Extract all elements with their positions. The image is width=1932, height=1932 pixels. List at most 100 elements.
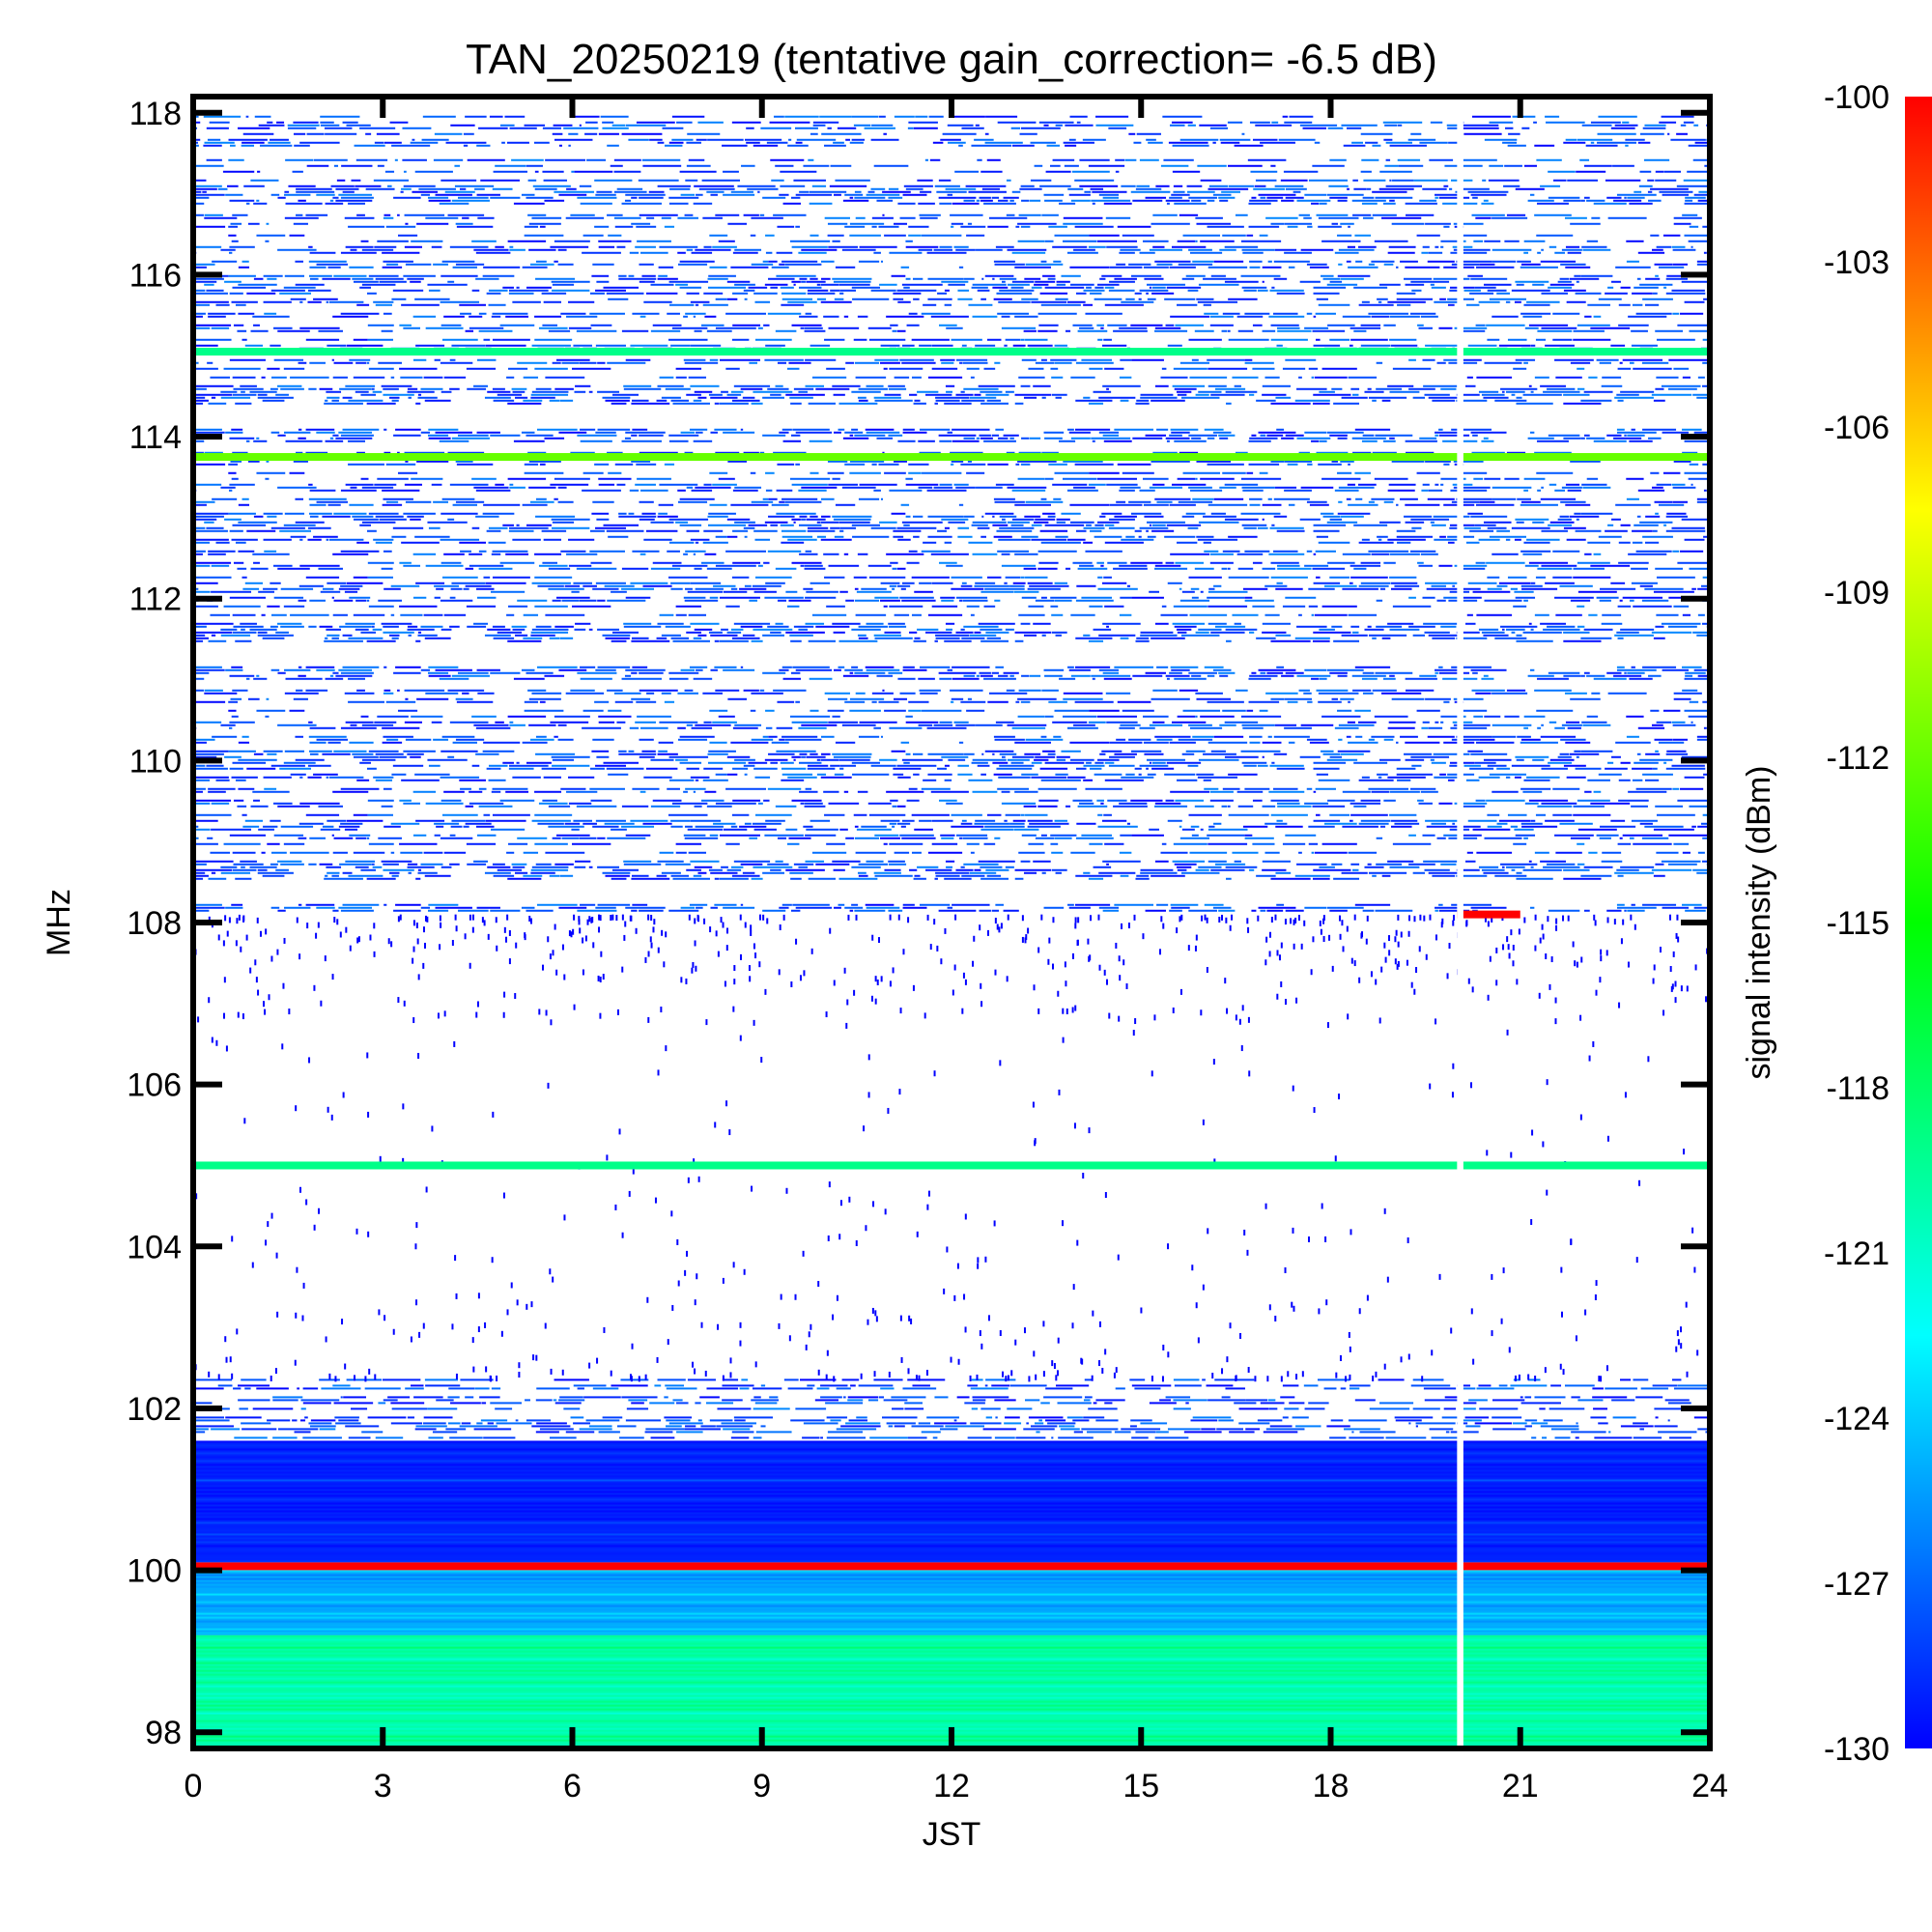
speckle — [1298, 213, 1310, 216]
speckle — [364, 1387, 401, 1390]
speckle — [490, 671, 521, 674]
speckle — [1689, 225, 1699, 228]
speckle — [747, 187, 779, 190]
speckle — [1097, 587, 1138, 590]
speckle — [1353, 567, 1367, 570]
speckle — [1204, 312, 1219, 315]
speckle — [966, 605, 980, 608]
speckle — [1367, 625, 1372, 628]
speckle — [641, 512, 656, 515]
speckle — [1113, 567, 1148, 570]
speckle — [972, 553, 998, 555]
speckle — [702, 216, 723, 219]
speckle — [754, 338, 792, 341]
speckle — [1035, 599, 1055, 602]
speckle — [859, 483, 897, 486]
speckle — [1241, 248, 1275, 251]
speckle — [434, 596, 440, 599]
speckle — [374, 721, 397, 724]
speckle — [504, 115, 526, 118]
speckle — [256, 1387, 289, 1390]
speckle — [298, 584, 324, 587]
speckle — [957, 526, 970, 529]
speckle — [1251, 434, 1257, 437]
speckle — [469, 327, 504, 329]
speckle — [1478, 1384, 1492, 1387]
speckle — [742, 396, 755, 399]
speckle — [1425, 460, 1451, 463]
speckle — [1460, 1387, 1476, 1390]
speckle — [527, 179, 537, 182]
speckle — [492, 187, 513, 190]
speckle — [1540, 185, 1561, 187]
speckle — [1073, 248, 1095, 251]
speckle — [410, 280, 421, 283]
speckle — [279, 529, 311, 532]
speckle — [589, 529, 605, 532]
speckle — [1120, 399, 1129, 402]
speckle — [1232, 376, 1259, 379]
speckle — [308, 245, 313, 248]
speckle — [308, 497, 347, 500]
speckle — [1248, 225, 1280, 228]
speckle — [1028, 605, 1044, 608]
speckle — [509, 248, 526, 251]
speckle — [730, 587, 738, 590]
speckle — [1156, 263, 1173, 266]
speckle — [1627, 196, 1645, 199]
speckle — [1100, 327, 1104, 329]
speckle — [428, 666, 459, 668]
speckle — [1013, 590, 1039, 593]
speckle — [1385, 185, 1423, 187]
speckle — [478, 567, 513, 570]
speckle — [639, 500, 654, 503]
band-stripe — [193, 1612, 1710, 1615]
speckle — [292, 1419, 298, 1422]
speckle — [1119, 327, 1148, 329]
speckle — [856, 1416, 867, 1419]
speckle — [1312, 164, 1345, 167]
speckle — [1658, 266, 1685, 269]
speckle — [1411, 289, 1422, 292]
speckle — [1121, 1428, 1161, 1431]
speckle — [1405, 202, 1437, 205]
speckle — [1601, 622, 1623, 625]
speckle — [342, 666, 380, 668]
speckle — [1318, 463, 1342, 466]
speckle — [798, 390, 809, 393]
speckle — [1456, 637, 1488, 639]
speckle — [970, 1387, 1009, 1390]
speckle — [936, 190, 967, 193]
speckle — [1060, 1428, 1080, 1431]
speckle — [1155, 185, 1170, 187]
speckle — [1083, 303, 1094, 306]
speckle — [876, 437, 894, 440]
speckle — [565, 216, 605, 219]
speckle — [668, 338, 708, 341]
speckle — [694, 390, 713, 393]
speckle — [867, 327, 892, 329]
speckle — [668, 440, 689, 442]
speckle — [892, 567, 897, 570]
speckle — [1424, 1399, 1462, 1402]
speckle — [488, 526, 508, 529]
speckle — [1574, 274, 1581, 277]
speckle — [1221, 190, 1240, 193]
speckle — [612, 631, 639, 634]
speckle — [1529, 193, 1535, 196]
speckle — [1631, 567, 1648, 570]
speckle — [388, 396, 400, 399]
speckle — [1120, 248, 1141, 251]
speckle — [967, 222, 972, 225]
speckle — [1222, 234, 1246, 237]
speckle — [1041, 451, 1059, 454]
speckle — [696, 138, 707, 141]
speckle — [950, 213, 983, 216]
speckle — [1694, 141, 1710, 144]
speckle — [1031, 300, 1067, 303]
speckle — [1648, 199, 1662, 202]
speckle — [1387, 538, 1426, 541]
speckle — [1321, 240, 1361, 242]
speckle — [1151, 399, 1185, 402]
